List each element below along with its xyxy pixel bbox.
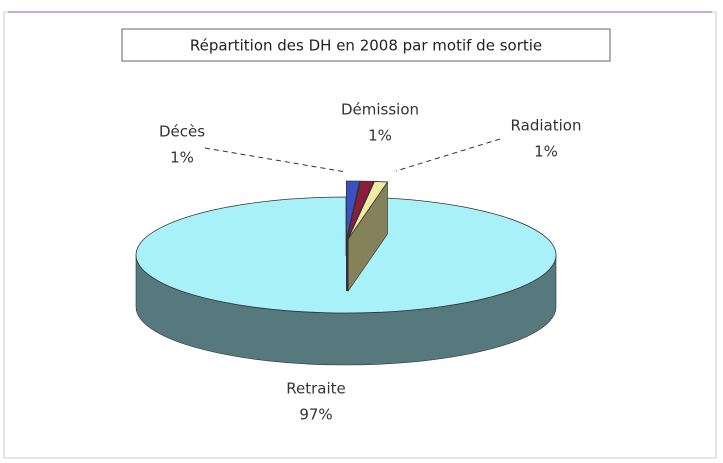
slice-label: Radiation xyxy=(511,117,582,135)
slice xyxy=(347,181,389,292)
slice-label: Démission xyxy=(341,101,419,119)
chart-title: Répartition des DH en 2008 par motif de … xyxy=(190,37,542,55)
value-label: 97% xyxy=(299,406,332,424)
value-label: 1% xyxy=(170,149,194,167)
value-label: 1% xyxy=(534,143,558,161)
slice-top xyxy=(347,181,389,240)
slice-top xyxy=(135,196,557,314)
value-label: 1% xyxy=(368,127,392,145)
leader-line xyxy=(395,138,501,172)
pie xyxy=(135,180,557,366)
slice-label: Retraite xyxy=(286,380,346,398)
leader-line xyxy=(204,147,347,173)
slice xyxy=(135,196,557,366)
slice-top xyxy=(346,180,361,240)
slice-top xyxy=(346,180,375,240)
title-box xyxy=(121,28,611,62)
slice-label: Décès xyxy=(159,123,205,141)
